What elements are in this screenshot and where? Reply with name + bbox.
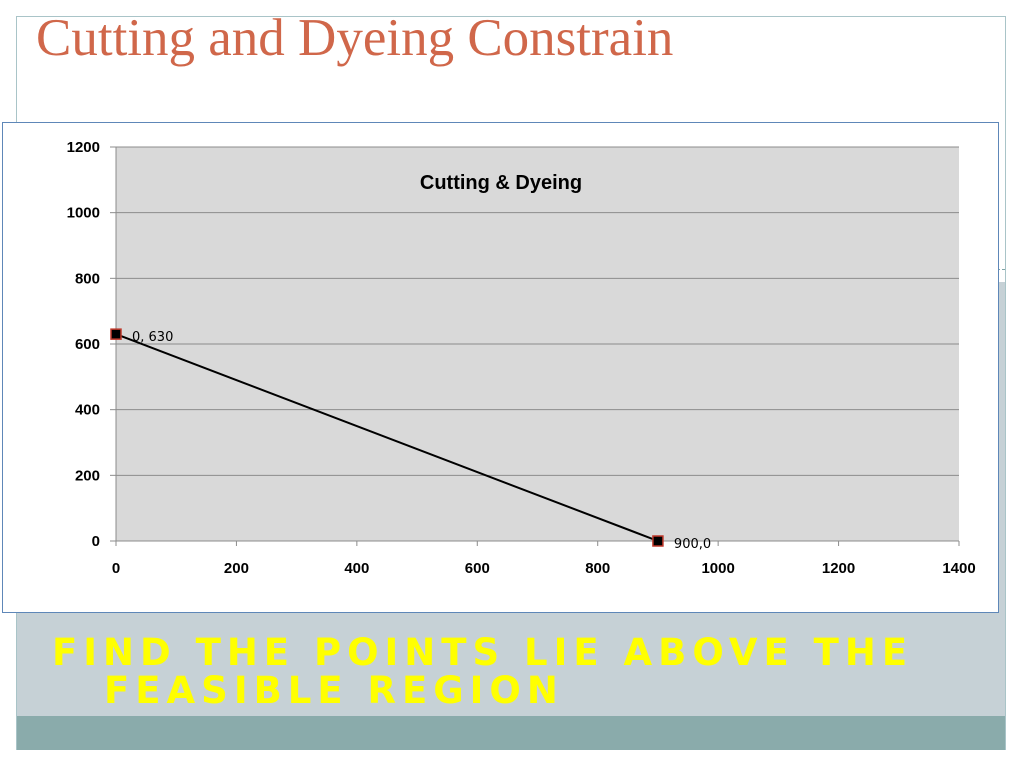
slide-subtitle: Find the points lie above the feasible r… [52,631,914,712]
slide-title: Cutting and Dyeing Constrain [36,9,674,67]
footer-strip [17,716,1005,750]
tick-labels: 0 200 400 600 800 1000 1200 0 200 400 600 800 1000 12… [67,139,976,577]
x-tick-label: 1200 [822,560,855,577]
chart-title: Cutting & Dyeing [420,172,582,194]
y-tick-label: 1200 [67,139,100,156]
x-tick-label: 1000 [701,560,734,577]
y-tick-label: 0 [92,533,100,550]
series-line [115,333,659,542]
x-tick-label: 800 [585,560,610,577]
data-point-marker [652,535,664,547]
y-tick-label: 800 [75,270,100,287]
x-tick-label: 1400 [942,560,975,577]
data-point-label: 900,0 [674,537,711,552]
axes [110,146,960,546]
x-tick-label: 600 [465,560,490,577]
y-tick-label: 200 [75,467,100,484]
x-tick-label: 0 [112,560,120,577]
chart-container: 0 200 400 600 800 1000 1200 0 200 400 600 800 1000 12… [2,122,999,613]
series: 0, 630 900,0 [110,328,711,552]
data-point-marker [110,328,122,340]
gridlines [116,146,959,476]
chart: 0 200 400 600 800 1000 1200 0 200 400 600 800 1000 12… [67,139,976,577]
x-tick-label: 400 [344,560,369,577]
y-tick-label: 600 [75,336,100,353]
data-point-label: 0, 630 [132,330,173,345]
y-tick-label: 400 [75,402,100,419]
x-tick-label: 200 [224,560,249,577]
y-tick-label: 1000 [67,205,100,222]
